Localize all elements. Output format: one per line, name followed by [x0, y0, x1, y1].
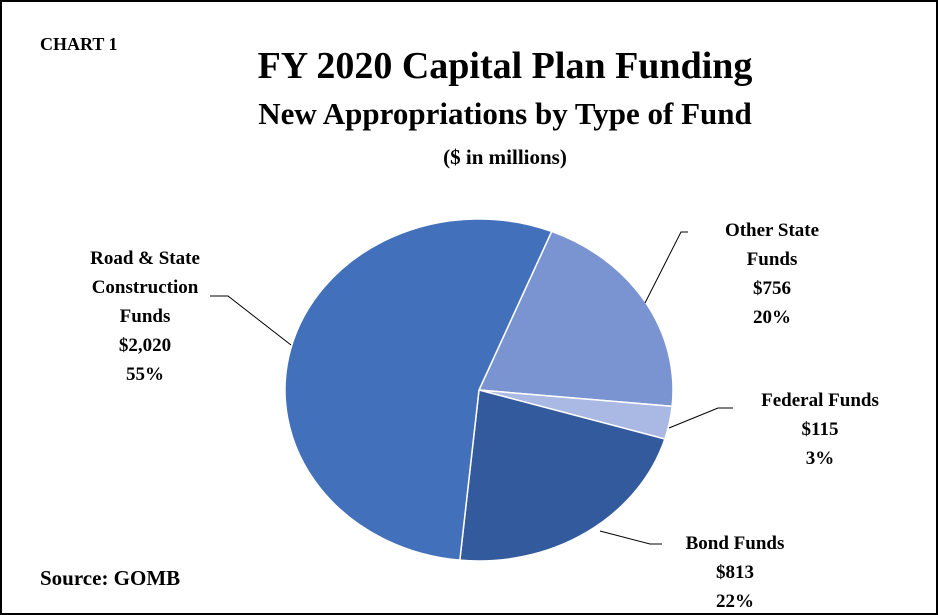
source-note: Source: GOMB	[40, 566, 181, 590]
category-label: Federal Funds	[761, 390, 879, 411]
percentage-label: 55%	[126, 364, 164, 385]
leader-line	[210, 295, 292, 346]
units-note: ($ in millions)	[443, 145, 567, 169]
slice-label: Other State Funds $756 20%	[682, 216, 862, 332]
chart-subtitle: New Appropriations by Type of Fund	[258, 96, 752, 131]
leader-line	[668, 407, 733, 429]
value-label: $813	[716, 562, 754, 583]
pie-slice	[284, 218, 553, 561]
category-label: Bond Funds	[685, 533, 785, 554]
chart-label: CHART 1	[40, 34, 118, 54]
slice-label: Federal Funds $115 3%	[730, 386, 910, 473]
category-label: Road & State Construction Funds	[90, 248, 200, 327]
value-label: $2,020	[118, 335, 172, 356]
value-label: $756	[753, 278, 791, 299]
pie-slice	[477, 230, 674, 408]
pie-slice	[458, 389, 666, 562]
percentage-label: 3%	[805, 448, 835, 469]
slice-label: Road & State Construction Funds $2,020 55%	[45, 244, 245, 389]
chart-title: FY 2020 Capital Plan Funding	[257, 45, 753, 87]
leader-line	[599, 530, 662, 545]
leader-line	[644, 231, 688, 304]
percentage-label: 22%	[716, 591, 754, 612]
slice-label: Bond Funds $813 22%	[650, 529, 820, 615]
percentage-label: 20%	[753, 307, 791, 328]
value-label: $115	[801, 419, 839, 440]
category-label: Other State Funds	[724, 220, 820, 270]
